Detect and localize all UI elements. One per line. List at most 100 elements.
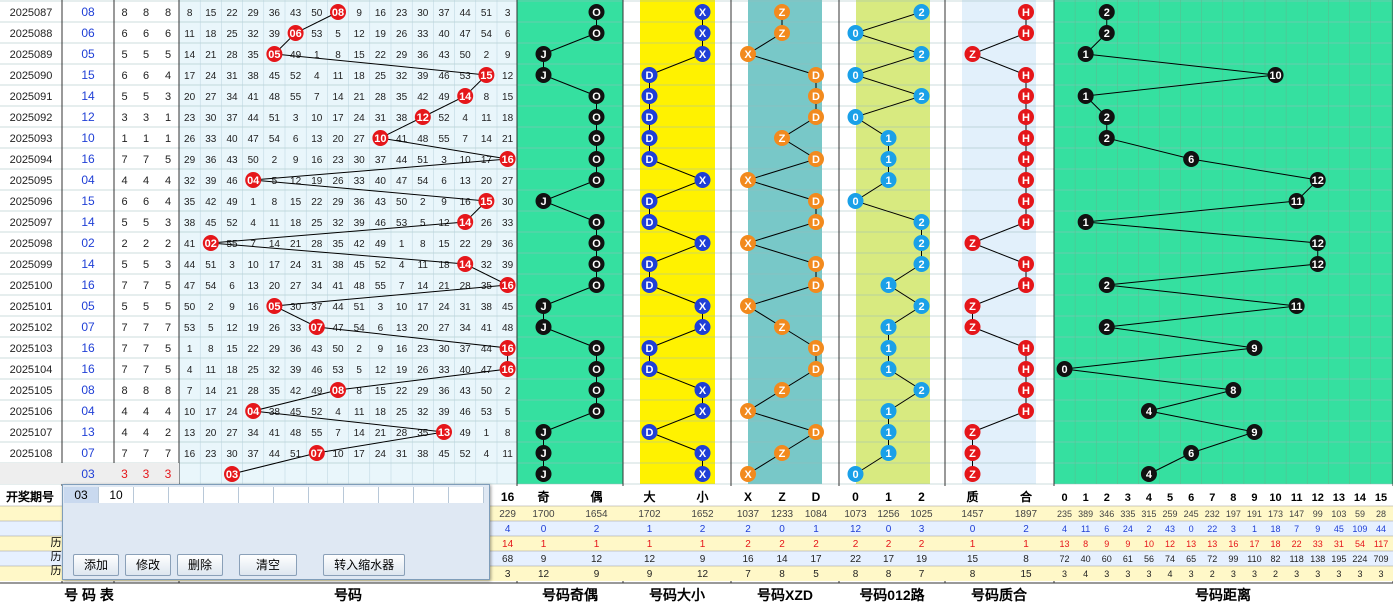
odd-even-ball-label: O (592, 385, 601, 397)
drawn-number-cell: 13 (81, 425, 95, 439)
delete-button[interactable]: 删除 (177, 554, 224, 576)
editor-tab-empty[interactable] (379, 487, 414, 503)
miss-count: 18 (375, 407, 387, 418)
miss-count: 4 (187, 365, 193, 376)
drawn-number-cell: 06 (81, 26, 95, 40)
prime-composite-ball-label: H (1022, 7, 1030, 19)
edit-button[interactable]: 修改 (125, 554, 172, 576)
editor-tab-empty[interactable] (239, 487, 274, 503)
prime-composite-ball-label: H (1022, 406, 1030, 418)
miss-count: 55 (438, 134, 450, 145)
miss-count: 40 (226, 134, 238, 145)
stat-cell: 3 (1252, 569, 1257, 579)
stat-cell: 9 (1104, 539, 1109, 549)
miss-count: 43 (226, 155, 238, 166)
editor-tab-empty[interactable] (309, 487, 344, 503)
miss-count: 49 (460, 428, 472, 439)
stat-cell: 3 (1379, 569, 1384, 579)
distance-ball (1309, 235, 1326, 251)
miss-count: 51 (354, 302, 366, 313)
miss-count: 47 (248, 134, 260, 145)
editor-tab-number[interactable]: 03 (64, 487, 99, 503)
miss-count: 31 (226, 71, 238, 82)
route-ball (880, 340, 897, 356)
predicted-attribute: 3 (121, 467, 128, 481)
stat-cell: 1 (813, 524, 819, 535)
stat-cell: 1897 (1015, 509, 1038, 520)
transfer-to-filter-button[interactable]: 转入缩水器 (323, 554, 406, 576)
stat-cell: 9 (541, 554, 547, 565)
stat-cell: 72 (1207, 554, 1217, 564)
stat-cell: 1 (647, 524, 653, 535)
add-button[interactable]: 添加 (73, 554, 120, 576)
odd-even-ball (535, 298, 552, 314)
stat-cell: 3 (1146, 569, 1151, 579)
odd-even-ball-label: J (540, 427, 546, 439)
editor-tab-value[interactable]: 10 (99, 487, 134, 503)
editor-tab-empty[interactable] (449, 487, 484, 503)
miss-count: 49 (438, 92, 450, 103)
prime-composite-ball-label: H (1022, 154, 1030, 166)
miss-count: 14 (332, 92, 344, 103)
miss-count: 21 (205, 50, 217, 61)
attribute-cell: 8 (165, 385, 171, 397)
stat-cell: 15 (967, 554, 979, 565)
distance-ball-label: 11 (1291, 196, 1303, 208)
column-header: 大 (643, 489, 655, 504)
stat-cell: 2 (813, 539, 819, 550)
editor-tab-empty[interactable] (204, 487, 239, 503)
editor-tab-empty[interactable] (274, 487, 309, 503)
prime-composite-ball (1018, 130, 1034, 146)
drawn-number-cell: 16 (81, 362, 95, 376)
xzd-ball-label: X (744, 238, 752, 250)
miss-count: 9 (378, 344, 384, 355)
attribute-cell: 1 (165, 133, 171, 145)
miss-count: 44 (332, 302, 344, 313)
distance-ball-label: 10 (1269, 70, 1281, 82)
route-ball-label: 2 (918, 259, 924, 271)
number-ball (499, 361, 516, 377)
attribute-cell: 5 (165, 49, 171, 61)
stat-cell: 138 (1310, 554, 1325, 564)
period-cell: 2025103 (10, 343, 53, 355)
miss-count: 17 (205, 407, 217, 418)
editor-tab-empty[interactable] (134, 487, 169, 503)
drawn-number-cell: 15 (81, 68, 95, 82)
stat-cell: 3 (1294, 569, 1299, 579)
column-header: 质 (966, 489, 978, 504)
big-small-ball-label: X (699, 175, 707, 187)
editor-tab-empty[interactable] (344, 487, 379, 503)
big-small-ball-label: D (646, 112, 654, 124)
odd-even-ball (588, 403, 605, 419)
miss-count: 39 (502, 260, 514, 271)
stat-cell: 13 (1186, 539, 1196, 549)
miss-count: 50 (332, 344, 344, 355)
odd-even-ball (535, 319, 552, 335)
big-small-ball (694, 382, 711, 398)
number-ball (202, 235, 219, 251)
miss-count: 15 (205, 8, 217, 19)
footer-title: 号码大小 (649, 587, 705, 603)
miss-count: 26 (332, 176, 344, 187)
column-header: 10 (1269, 492, 1281, 504)
number-ball-label: 04 (247, 406, 260, 418)
column-header: 16 (501, 490, 515, 504)
stat-cell: 17 (1249, 539, 1259, 549)
miss-count: 52 (438, 113, 450, 124)
route-ball-label: 1 (885, 448, 891, 460)
attribute-cell: 2 (165, 238, 171, 250)
miss-count: 41 (248, 92, 260, 103)
stat-cell: 13 (1060, 539, 1070, 549)
editor-tab-empty[interactable] (414, 487, 449, 503)
miss-count: 19 (248, 323, 260, 334)
miss-count: 52 (290, 71, 302, 82)
distance-ball (1098, 4, 1115, 20)
distance-ball (1183, 445, 1200, 461)
miss-count: 32 (332, 218, 344, 229)
clear-button[interactable]: 清空 (239, 554, 298, 576)
stat-cell: 40 (1081, 554, 1091, 564)
miss-count: 20 (417, 323, 429, 334)
miss-count: 15 (226, 344, 238, 355)
stat-cell: 11 (1081, 524, 1090, 534)
editor-tab-empty[interactable] (169, 487, 204, 503)
